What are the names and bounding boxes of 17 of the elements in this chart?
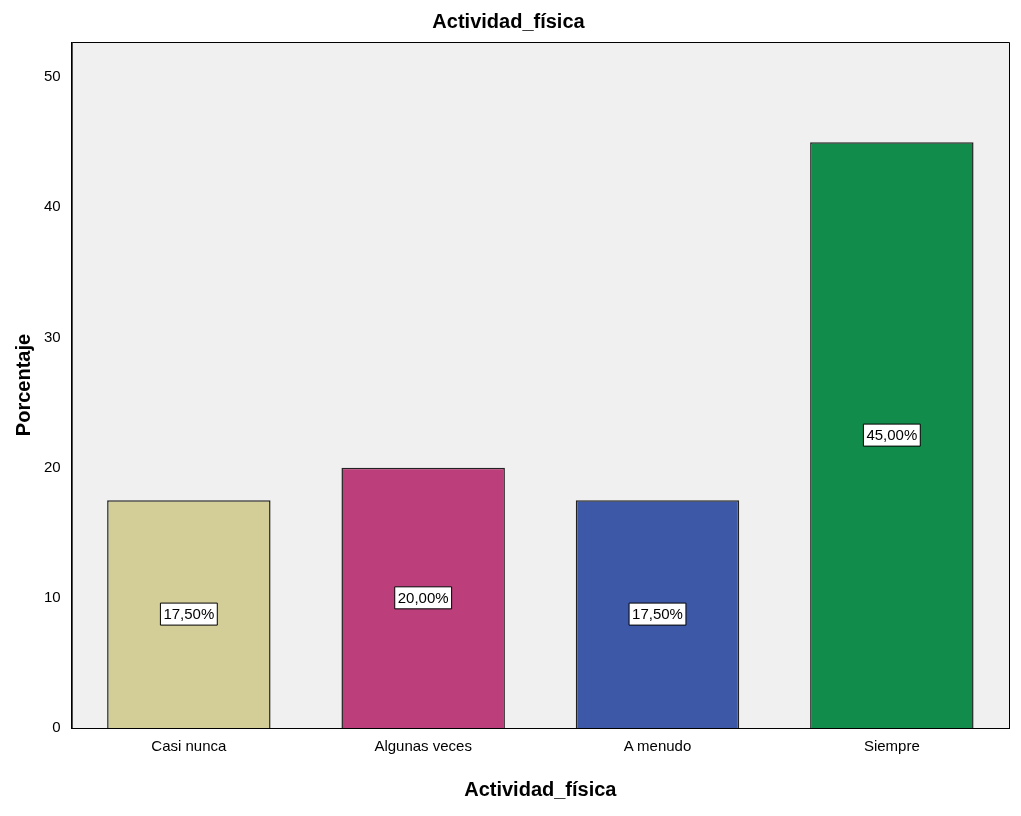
y-tick-label: 40 (44, 197, 61, 215)
chart-title: Actividad_física (432, 9, 586, 32)
y-tick-label: 0 (52, 718, 61, 736)
data-label: 17,50% (632, 605, 683, 623)
data-label: 20,00% (397, 588, 449, 606)
y-tick-label: 20 (44, 457, 61, 475)
data-label: 17,50% (163, 605, 215, 623)
x-axis-title: Actividad_física (464, 777, 618, 800)
y-axis-title: Porcentaje (11, 333, 34, 437)
x-tick-label: Algunas veces (374, 737, 472, 755)
x-tick-label: Siempre (863, 737, 920, 755)
x-tick-label: Casi nunca (151, 737, 228, 755)
x-tick-label: A menudo (623, 737, 692, 755)
y-tick-label: 50 (44, 67, 61, 85)
y-tick-label: 30 (44, 327, 61, 345)
data-label: 45,00% (866, 426, 918, 444)
y-tick-label: 10 (44, 587, 61, 605)
